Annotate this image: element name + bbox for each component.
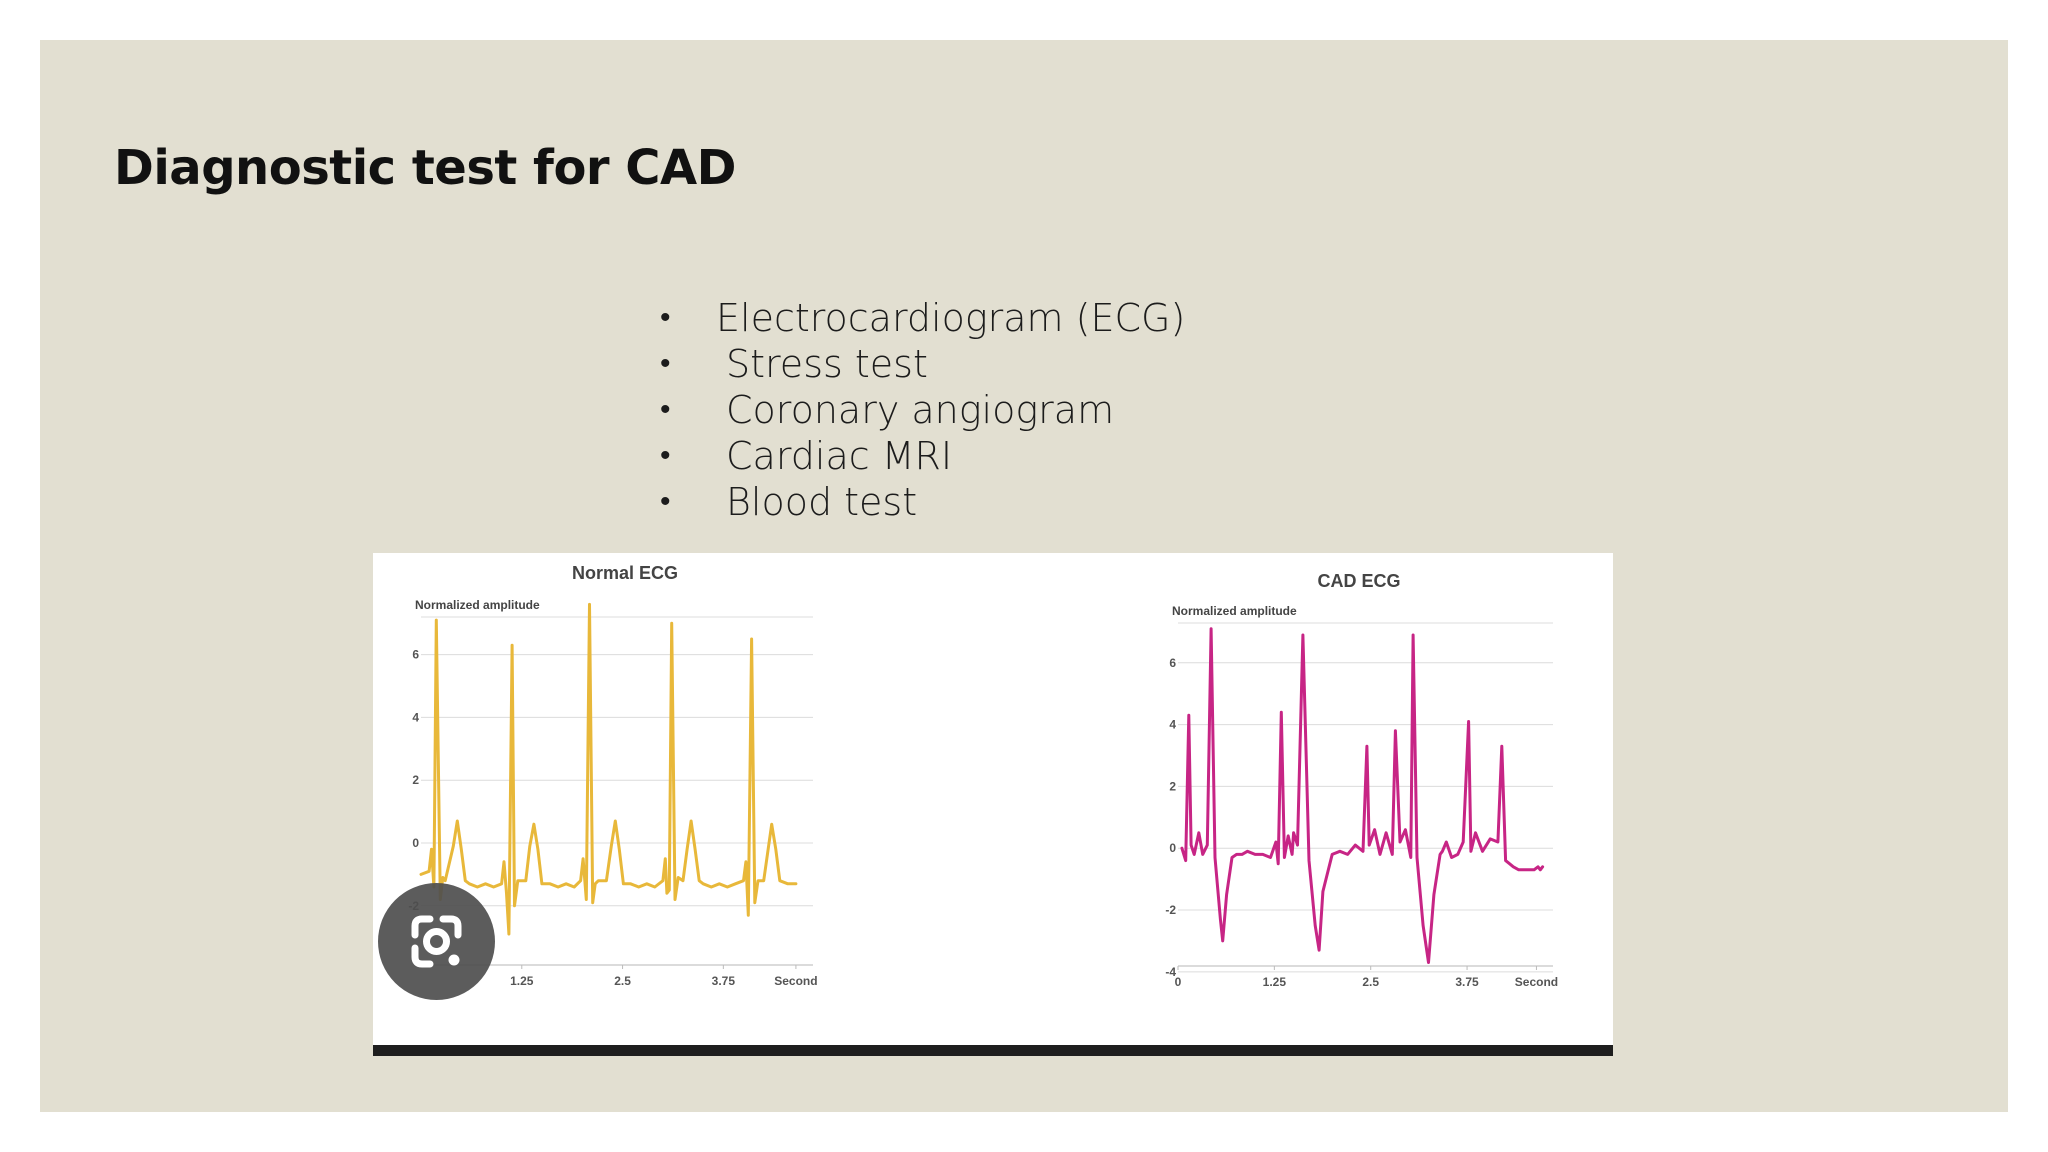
ecg-figure: Normal ECG Normalized amplitude 6 4 2 0 -2 1.25… [373,553,1613,1056]
ecg-series-line [419,602,798,936]
y-tick-label: 4 [1169,718,1176,732]
bullet-item: • Coronary angiogram [660,387,1185,433]
x-tick-label: 2.5 [1362,975,1379,989]
y-tick-label: 6 [1169,656,1176,670]
y-tick-label: 0 [1169,841,1176,855]
bullet-text: Cardiac MRI [726,434,953,478]
bullet-dot: • [660,438,671,473]
bullet-dot: • [660,392,671,427]
ecg-series-line [1180,627,1545,964]
y-tick-label: -4 [1165,965,1176,979]
bullet-dot: • [660,484,671,519]
y-tick-label: 0 [412,836,419,850]
bullet-item: • Blood test [660,479,1185,525]
x-tick-label: 1.25 [1263,975,1287,989]
bullet-text: Electrocardiogram (ECG) [716,296,1186,340]
x-tick-label: 3.75 [1455,975,1479,989]
y-tick-label: 4 [412,710,419,724]
chart-title: Normal ECG [572,563,678,583]
y-tick-label: 2 [412,773,419,787]
bullet-text: Coronary angiogram [726,388,1115,432]
x-tick-label: Second [774,974,817,988]
chart-title: CAD ECG [1317,571,1400,591]
x-tick-label: 3.75 [712,974,736,988]
slide: Diagnostic test for CAD • Electrocardiogr… [40,40,2008,1112]
y-tick-label: 2 [1169,779,1176,793]
bullet-dot: • [660,300,671,335]
x-tick-label: Second [1515,975,1558,989]
y-tick-label: 6 [412,648,419,662]
slide-title: Diagnostic test for CAD [114,140,737,196]
y-axis-label: Normalized amplitude [1172,604,1297,618]
figure-bottom-bar [373,1045,1613,1056]
bullet-item: • Electrocardiogram (ECG) [660,295,1185,341]
x-tick-label: 2.5 [614,974,631,988]
bullet-item: • Cardiac MRI [660,433,1185,479]
bullet-item: • Stress test [660,341,1185,387]
y-axis-label: Normalized amplitude [415,598,540,612]
bullet-list: • Electrocardiogram (ECG) • Stress test • C… [660,295,1185,525]
bullet-dot: • [660,346,671,381]
bullet-text: Blood test [726,480,918,524]
x-tick-label: 1.25 [510,974,534,988]
x-tick-label: 0 [1175,975,1182,989]
bullet-text: Stress test [726,342,928,386]
y-tick-label: -2 [1165,903,1176,917]
google-lens-icon[interactable] [378,883,495,1000]
